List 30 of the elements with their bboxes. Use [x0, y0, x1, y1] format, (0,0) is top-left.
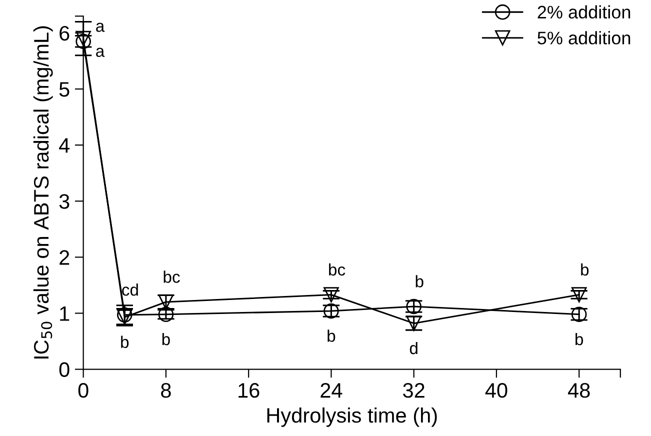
x-tick-label: 24 — [320, 383, 342, 398]
y-tick-label: 2 — [60, 250, 70, 265]
y-tick-label: 3 — [59, 194, 70, 209]
annotation: a — [96, 22, 105, 32]
x-tick-label: 16 — [238, 383, 260, 398]
y-tick-label: 4 — [59, 138, 70, 153]
x-tick-label: 40 — [485, 383, 508, 398]
legend-label: 5% addition — [538, 31, 630, 44]
y-tick-label: 1 — [60, 306, 70, 321]
annotation: d — [410, 342, 418, 354]
x-axis-title: Hydrolysis time (h) — [267, 407, 437, 427]
y-tick-label: 6 — [60, 26, 70, 41]
annotation: b — [576, 332, 584, 346]
annotation: bc — [164, 270, 180, 283]
x-tick-label: 48 — [568, 383, 590, 398]
legend-label: 2% addition — [538, 5, 630, 19]
annotation: b — [581, 263, 589, 276]
annotation: a — [96, 48, 105, 57]
annotation: b — [121, 336, 129, 348]
x-tick-label: 0 — [78, 383, 88, 398]
annotation: bc — [329, 263, 346, 276]
x-tick-label: 8 — [161, 383, 171, 398]
annotation: b — [328, 330, 336, 342]
y-tick-label: 5 — [59, 82, 70, 97]
annotation: b — [416, 275, 424, 288]
annotation: b — [162, 332, 170, 346]
y-axis-title: IC$_{50}$ value on ABTS radical (mg/mL) — [33, 26, 53, 358]
y-tick-label: 0 — [59, 362, 70, 378]
x-tick-label: 32 — [403, 383, 424, 398]
annotation: cd — [122, 284, 138, 296]
